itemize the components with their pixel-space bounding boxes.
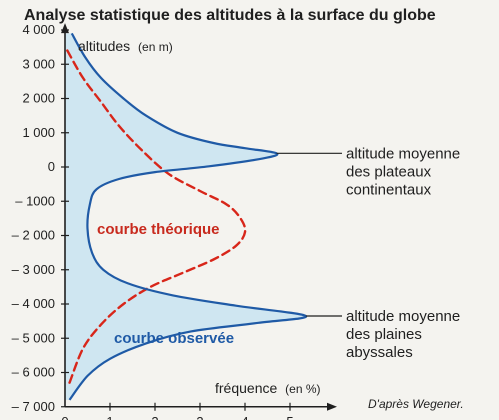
- y-tick-label: – 3 000: [12, 262, 55, 277]
- annotation-line: continentaux: [346, 181, 432, 198]
- y-tick-label: 0: [48, 159, 55, 174]
- y-tick-label: – 6 000: [12, 365, 55, 380]
- legend-observed: courbe observée: [114, 330, 234, 347]
- y-tick-label: – 5 000: [12, 330, 55, 345]
- annotation-text: altitude moyenne des plaines abyssales: [346, 308, 460, 361]
- x-tick-label: 0: [61, 414, 68, 420]
- y-tick-label: – 4 000: [12, 296, 55, 311]
- y-tick-label: – 2 000: [12, 228, 55, 243]
- x-tick-label: 3: [196, 414, 203, 420]
- y-tick-label: 1 000: [22, 125, 55, 140]
- y-tick-label: 3 000: [22, 56, 55, 71]
- y-axis-title: altitudes (en m): [78, 38, 173, 54]
- x-tick-label: 1: [106, 414, 113, 420]
- annotation-line: altitude moyenne: [346, 308, 460, 325]
- y-tick-label: – 7 000: [12, 399, 55, 414]
- x-axis-arrow: [327, 402, 337, 411]
- x-tick-label: 4: [241, 414, 248, 420]
- y-tick-label: 2 000: [22, 91, 55, 106]
- y-tick-label: – 1000: [15, 193, 55, 208]
- x-axis-label: fréquence: [215, 380, 277, 396]
- annotation-line: des plateaux: [346, 163, 432, 180]
- annotation-line: des plaines: [346, 326, 422, 343]
- x-axis-unit: (en %): [285, 382, 320, 396]
- observed-curve: [68, 32, 307, 401]
- x-tick-label: 2: [151, 414, 158, 420]
- x-ticks: 0 1 2 3 4 5: [61, 402, 294, 420]
- observed-curve-fill: [65, 33, 307, 400]
- annotations: altitude moyenne des plateaux continentaux…: [276, 145, 460, 361]
- x-axis-title: fréquence (en %): [215, 380, 321, 396]
- x-tick-label: 5: [286, 414, 293, 420]
- annotation-line: abyssales: [346, 344, 413, 361]
- annotation-text: altitude moyenne des plateaux continentaux: [346, 145, 460, 198]
- y-axis-arrow: [61, 23, 69, 34]
- y-tick-label: 4 000: [22, 22, 55, 37]
- chart-title: Analyse statistique des altitudes à la s…: [24, 7, 436, 24]
- plot-area: 4 000 3 000 2 000 1 000 0 – 1000 – 2 000 – 3 00…: [12, 22, 461, 420]
- source-credit: D'après Wegener.: [368, 397, 464, 411]
- annotation-line: altitude moyenne: [346, 145, 460, 162]
- y-axis-label: altitudes: [78, 38, 130, 54]
- theoretical-curve: [66, 49, 247, 384]
- y-ticks: 4 000 3 000 2 000 1 000 0 – 1000 – 2 000 – 3 00…: [12, 22, 69, 414]
- legend-theoretical: courbe théorique: [97, 221, 220, 238]
- y-axis-unit: (en m): [138, 40, 173, 54]
